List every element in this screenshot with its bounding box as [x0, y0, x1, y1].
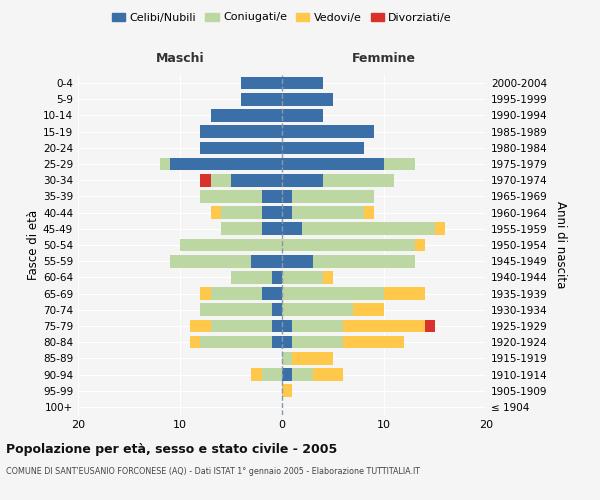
Bar [200, 126, 282, 138]
Bar [282, 222, 302, 235]
Bar [282, 238, 415, 252]
Bar [343, 320, 425, 332]
Bar [262, 288, 282, 300]
Bar [282, 368, 292, 381]
Bar [292, 368, 313, 381]
Bar [200, 336, 272, 348]
Bar [292, 336, 343, 348]
Bar [282, 126, 374, 138]
Bar [282, 142, 364, 154]
Bar [200, 288, 211, 300]
Bar [211, 288, 262, 300]
Bar [251, 368, 262, 381]
Bar [282, 190, 292, 202]
Bar [343, 336, 404, 348]
Bar [282, 320, 292, 332]
Bar [282, 93, 333, 106]
Bar [190, 320, 211, 332]
Bar [221, 222, 262, 235]
Bar [353, 304, 384, 316]
Bar [170, 255, 251, 268]
Bar [200, 174, 211, 186]
Bar [292, 352, 333, 364]
Bar [415, 238, 425, 252]
Bar [364, 206, 374, 219]
Bar [302, 222, 435, 235]
Y-axis label: Anni di nascita: Anni di nascita [554, 202, 567, 288]
Bar [435, 222, 445, 235]
Bar [180, 238, 282, 252]
Bar [272, 271, 282, 283]
Bar [282, 271, 323, 283]
Bar [200, 304, 272, 316]
Bar [282, 174, 323, 186]
Bar [282, 336, 292, 348]
Bar [262, 222, 282, 235]
Bar [323, 174, 394, 186]
Y-axis label: Fasce di età: Fasce di età [27, 210, 40, 280]
Bar [241, 93, 282, 106]
Bar [323, 271, 333, 283]
Bar [292, 206, 364, 219]
Bar [190, 336, 200, 348]
Bar [282, 288, 384, 300]
Bar [282, 384, 292, 397]
Bar [160, 158, 170, 170]
Bar [282, 304, 353, 316]
Legend: Celibi/Nubili, Coniugati/e, Vedovi/e, Divorziati/e: Celibi/Nubili, Coniugati/e, Vedovi/e, Di… [107, 8, 457, 27]
Bar [292, 320, 343, 332]
Bar [211, 109, 282, 122]
Bar [282, 158, 384, 170]
Bar [211, 320, 272, 332]
Bar [272, 304, 282, 316]
Bar [292, 190, 374, 202]
Bar [221, 206, 262, 219]
Bar [425, 320, 435, 332]
Text: Maschi: Maschi [155, 52, 205, 65]
Bar [231, 271, 272, 283]
Bar [262, 190, 282, 202]
Bar [313, 368, 343, 381]
Bar [251, 255, 282, 268]
Bar [211, 206, 221, 219]
Bar [384, 158, 415, 170]
Bar [200, 142, 282, 154]
Text: Femmine: Femmine [352, 52, 416, 65]
Bar [200, 190, 262, 202]
Bar [170, 158, 282, 170]
Bar [272, 336, 282, 348]
Bar [282, 206, 292, 219]
Bar [211, 174, 231, 186]
Bar [272, 320, 282, 332]
Bar [282, 352, 292, 364]
Bar [282, 109, 323, 122]
Bar [282, 77, 323, 90]
Bar [282, 255, 313, 268]
Bar [384, 288, 425, 300]
Bar [313, 255, 415, 268]
Bar [262, 206, 282, 219]
Bar [262, 368, 282, 381]
Text: Popolazione per età, sesso e stato civile - 2005: Popolazione per età, sesso e stato civil… [6, 442, 337, 456]
Text: COMUNE DI SANT'EUSANIO FORCONESE (AQ) - Dati ISTAT 1° gennaio 2005 - Elaborazion: COMUNE DI SANT'EUSANIO FORCONESE (AQ) - … [6, 468, 420, 476]
Bar [231, 174, 282, 186]
Bar [241, 77, 282, 90]
